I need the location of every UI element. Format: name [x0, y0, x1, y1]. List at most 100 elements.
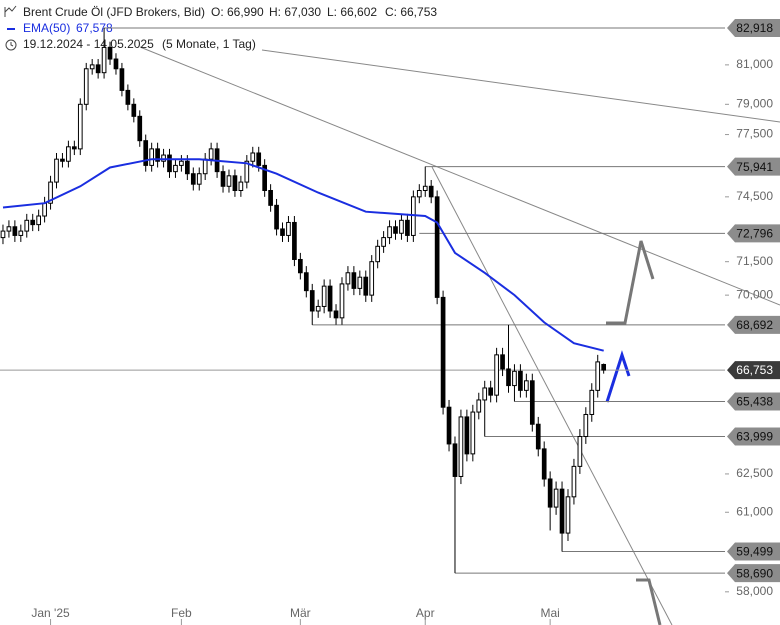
candle-body: [315, 305, 321, 312]
level-label-box: [727, 224, 780, 243]
level-label: 65,438: [736, 395, 773, 409]
candle-body: [179, 160, 184, 166]
candle-body: [535, 423, 541, 450]
period: (5 Monate, 1 Tag): [162, 37, 256, 51]
candle-body: [292, 221, 297, 260]
trend-line: [261, 49, 780, 123]
x-tick-label: Feb: [171, 606, 192, 620]
candle-body: [0, 230, 6, 239]
candle-body: [250, 152, 256, 162]
level-label: 75,941: [736, 160, 773, 174]
candle-body: [286, 221, 291, 236]
candle-body: [351, 272, 357, 289]
candle-body: [143, 140, 149, 166]
projection-arrow: [605, 350, 631, 403]
projection-arrow: [636, 578, 662, 625]
candle-body: [131, 103, 137, 117]
candle-body: [107, 46, 113, 60]
candle-body: [232, 175, 238, 192]
x-tick-label: Jan '25: [31, 606, 70, 620]
x-tick-label: Apr: [416, 606, 435, 620]
candle-body: [173, 164, 178, 173]
candle-body: [208, 148, 214, 160]
trend-line: [431, 166, 673, 625]
candle-body: [24, 219, 30, 232]
candle-body: [220, 171, 226, 187]
ema-line: [2, 158, 604, 352]
candle-body: [280, 228, 285, 236]
level-label: 59,499: [736, 545, 773, 559]
candle-body: [333, 310, 339, 319]
level-label: 72,796: [736, 227, 773, 241]
trend-lines: [139, 46, 780, 625]
candle-body: [309, 290, 315, 312]
candle-body: [202, 158, 208, 175]
clock-icon: [5, 39, 17, 51]
candle-body: [95, 64, 101, 74]
level-label: 58,690: [736, 566, 773, 580]
candle-body: [500, 354, 505, 370]
candle-body: [470, 411, 476, 455]
level-label-box: [727, 392, 780, 411]
candle-body: [405, 219, 410, 236]
y-tick-label: 61,000: [736, 504, 773, 518]
candle-body: [238, 181, 244, 192]
candle-body: [125, 89, 131, 105]
candle-body: [416, 190, 422, 198]
y-tick-label: 79,000: [736, 96, 773, 110]
y-tick-label: 81,000: [736, 57, 773, 71]
candle-body: [48, 181, 53, 204]
candle-body: [101, 46, 107, 74]
level-lines: [0, 27, 725, 574]
level-label: 66,753: [736, 363, 773, 377]
level-label-box: [727, 542, 780, 561]
candle-body: [565, 496, 571, 534]
candle-body: [66, 146, 71, 162]
candle-body: [262, 164, 268, 192]
chart-icon: [4, 5, 17, 17]
candle-body: [327, 285, 333, 312]
y-tick-label: 77,500: [736, 127, 773, 141]
candle-body: [583, 413, 589, 438]
level-label: 82,918: [736, 21, 773, 35]
candle-body: [524, 380, 529, 391]
candle-body: [196, 173, 202, 185]
candle-body: [446, 406, 452, 445]
candle-body: [452, 443, 458, 477]
candle-body: [434, 196, 440, 298]
candle-body: [12, 226, 18, 236]
candle-body: [494, 354, 499, 396]
candle-body: [387, 226, 392, 239]
candle-body: [345, 272, 351, 285]
candle-body: [559, 488, 565, 534]
candle-body: [595, 361, 601, 391]
candle-body: [119, 68, 125, 91]
level-label-box: [727, 361, 780, 380]
candle-body: [167, 154, 172, 173]
y-tick-label: 71,500: [736, 254, 773, 268]
candle-body: [42, 202, 47, 217]
candle-body: [589, 389, 595, 415]
candle-body: [553, 488, 559, 508]
candle-body: [357, 276, 363, 289]
level-label-box: [727, 427, 780, 446]
candle-body: [399, 219, 404, 234]
level-label-box: [727, 157, 780, 176]
candle-body: [512, 370, 517, 387]
candle-body: [137, 115, 143, 142]
level-label-box: [727, 564, 780, 583]
candle-body: [363, 276, 369, 296]
candle-body: [303, 272, 309, 292]
candles: [0, 27, 607, 574]
candle-body: [601, 363, 607, 371]
candle-body: [155, 148, 160, 162]
candle-body: [381, 237, 386, 247]
level-label-box: [727, 18, 780, 37]
candle-body: [83, 68, 89, 105]
candle-body: [244, 160, 250, 183]
candle-body: [577, 436, 583, 467]
candle-body: [339, 283, 345, 319]
ohlc-label: L: 66,602: [327, 5, 377, 19]
y-tick-label: 58,000: [736, 584, 773, 598]
ema-legend: EMA(50): [23, 21, 70, 35]
